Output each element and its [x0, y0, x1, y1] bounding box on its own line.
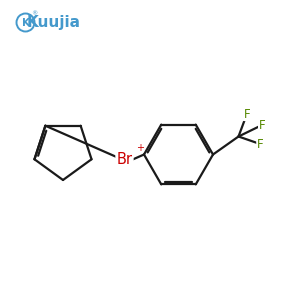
Text: F: F — [244, 107, 250, 121]
Text: F: F — [257, 137, 263, 151]
Text: Br: Br — [116, 152, 133, 167]
Text: F: F — [259, 118, 265, 132]
Text: +: + — [136, 143, 145, 153]
Text: Kuujia: Kuujia — [27, 15, 81, 30]
Text: ®: ® — [32, 12, 38, 16]
Text: K: K — [22, 17, 29, 28]
